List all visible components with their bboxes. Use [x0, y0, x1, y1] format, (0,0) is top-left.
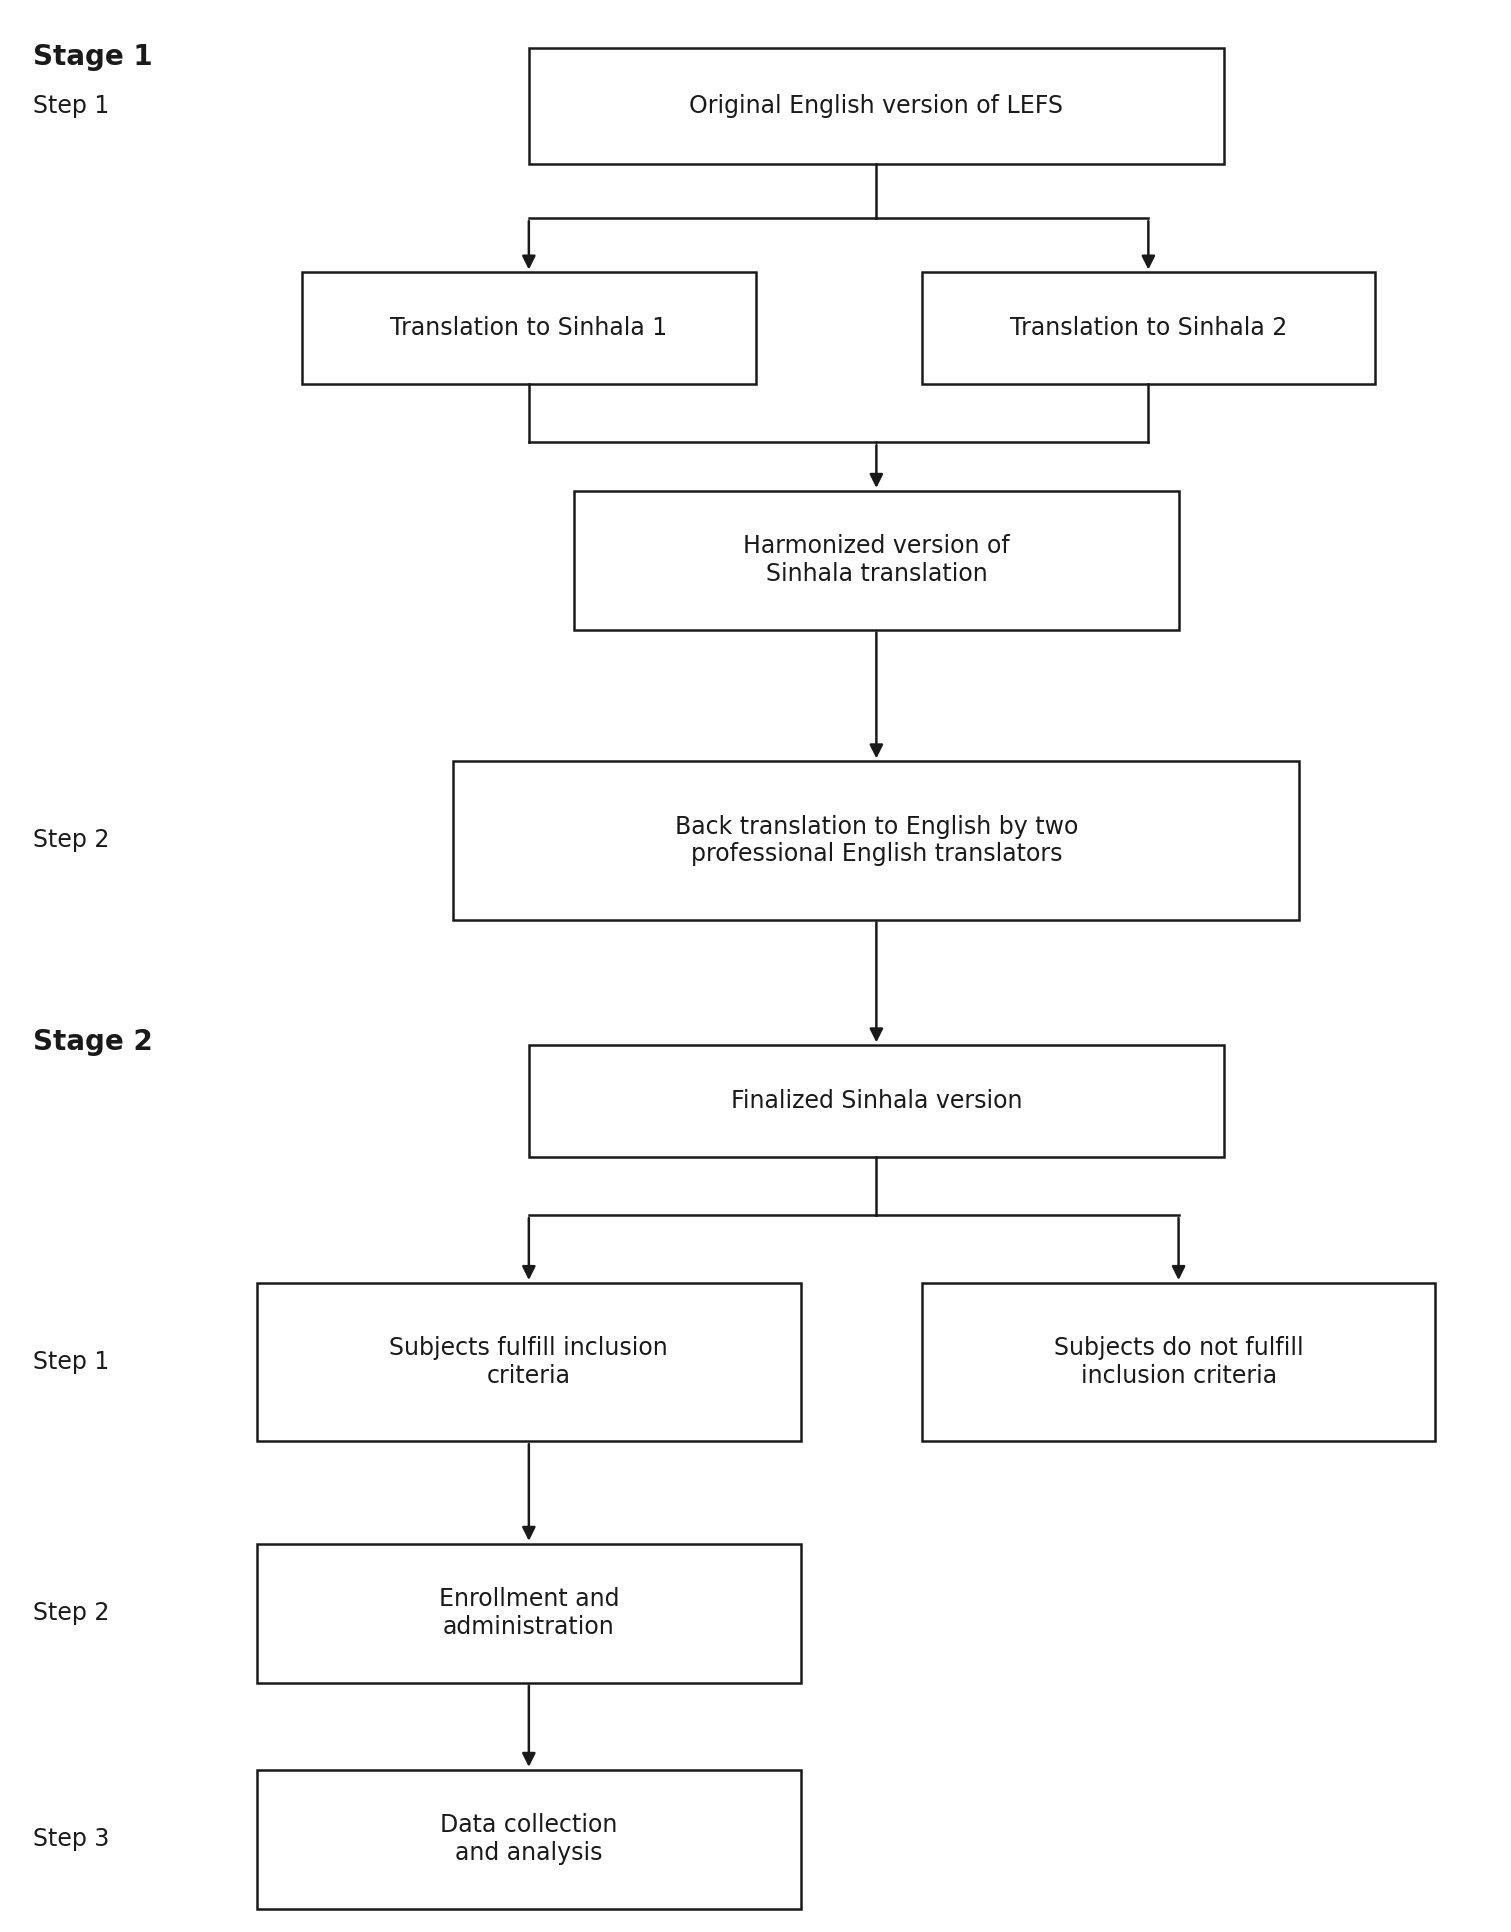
Text: Step 1: Step 1	[33, 1350, 109, 1374]
FancyBboxPatch shape	[529, 48, 1224, 164]
Text: Subjects do not fulfill
inclusion criteria: Subjects do not fulfill inclusion criter…	[1053, 1337, 1304, 1387]
FancyBboxPatch shape	[453, 761, 1299, 920]
FancyBboxPatch shape	[922, 272, 1375, 384]
FancyBboxPatch shape	[922, 1283, 1435, 1441]
Text: Original English version of LEFS: Original English version of LEFS	[689, 95, 1064, 118]
FancyBboxPatch shape	[302, 272, 756, 384]
Text: Enrollment and
administration: Enrollment and administration	[438, 1588, 620, 1638]
Text: Translation to Sinhala 1: Translation to Sinhala 1	[390, 317, 668, 340]
Text: Subjects fulfill inclusion
criteria: Subjects fulfill inclusion criteria	[390, 1337, 668, 1387]
Text: Step 3: Step 3	[33, 1828, 110, 1851]
Text: Finalized Sinhala version: Finalized Sinhala version	[731, 1090, 1021, 1113]
Text: Harmonized version of
Sinhala translation: Harmonized version of Sinhala translatio…	[743, 535, 1009, 585]
FancyBboxPatch shape	[257, 1283, 801, 1441]
Text: Stage 2: Stage 2	[33, 1028, 153, 1055]
Text: Translation to Sinhala 2: Translation to Sinhala 2	[1009, 317, 1287, 340]
Text: Stage 1: Stage 1	[33, 43, 153, 70]
Text: Step 1: Step 1	[33, 95, 109, 118]
FancyBboxPatch shape	[529, 1045, 1224, 1157]
FancyBboxPatch shape	[257, 1770, 801, 1909]
Text: Back translation to English by two
professional English translators: Back translation to English by two profe…	[675, 815, 1077, 866]
FancyBboxPatch shape	[574, 491, 1179, 630]
Text: Step 2: Step 2	[33, 829, 110, 852]
Text: Step 2: Step 2	[33, 1602, 110, 1625]
FancyBboxPatch shape	[257, 1544, 801, 1683]
Text: Data collection
and analysis: Data collection and analysis	[440, 1814, 618, 1864]
